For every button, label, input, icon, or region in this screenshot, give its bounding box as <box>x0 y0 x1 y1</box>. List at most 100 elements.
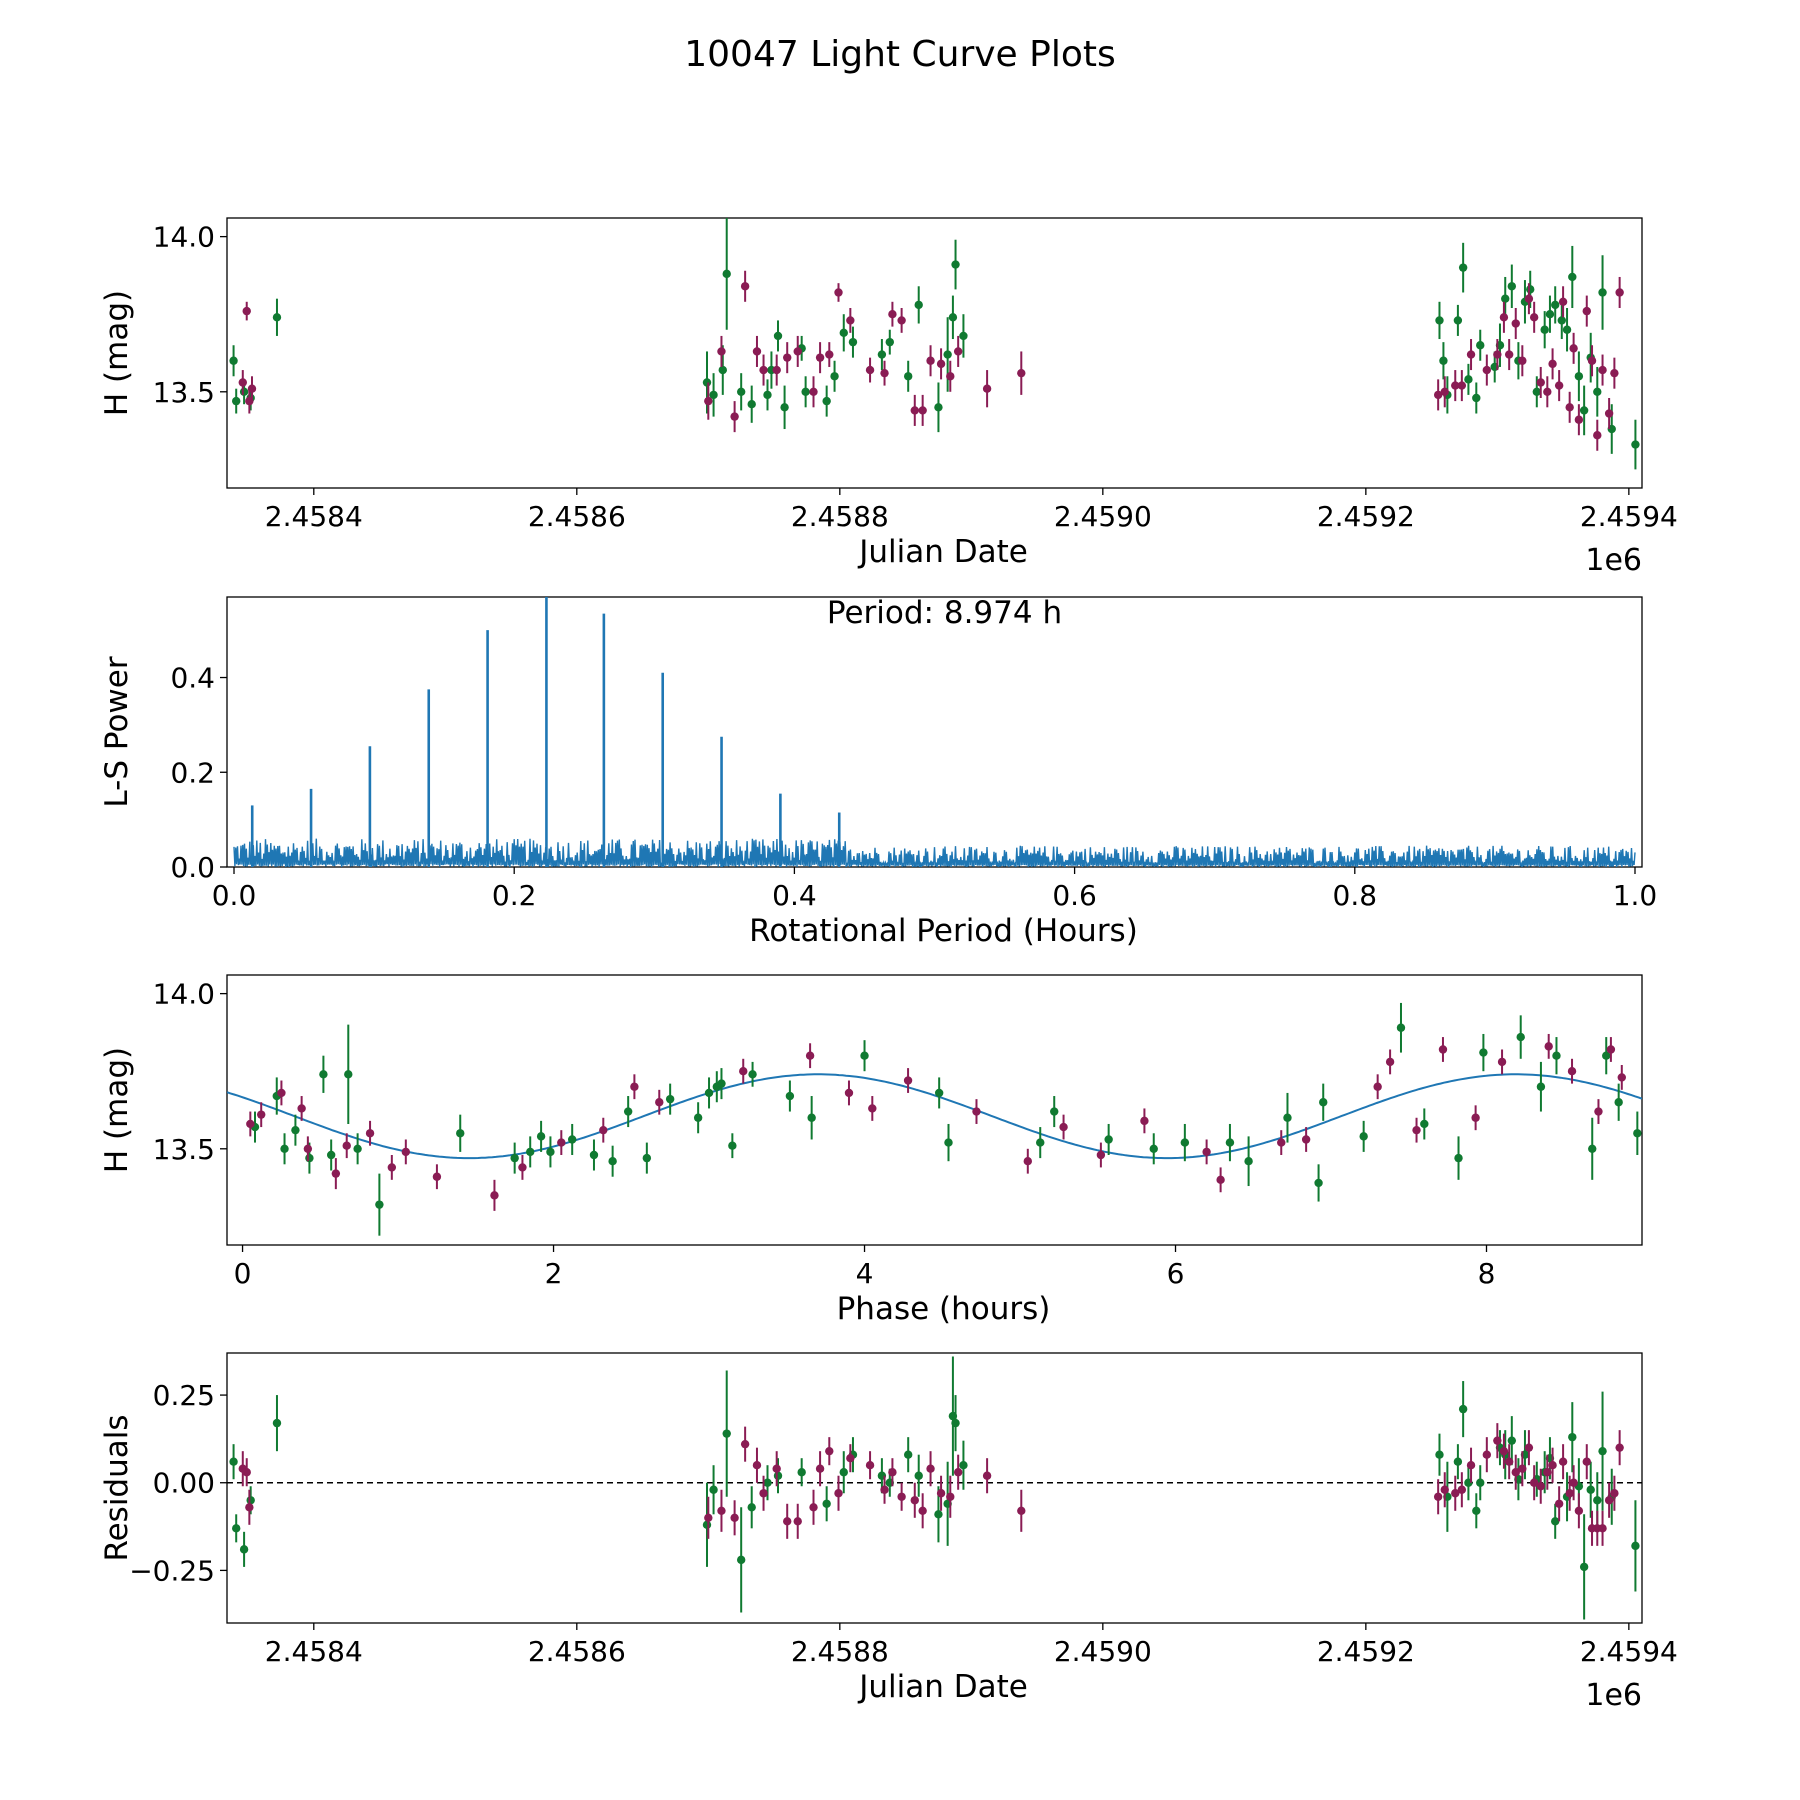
data-marker <box>910 1496 919 1505</box>
data-marker <box>730 412 739 421</box>
data-marker <box>953 347 963 356</box>
data-marker <box>1507 1436 1517 1445</box>
y-tick-label: 14.0 <box>153 221 215 254</box>
maroon-point <box>1499 301 1509 333</box>
data-marker <box>736 1555 746 1565</box>
data-marker <box>1017 368 1026 378</box>
maroon-point <box>1017 351 1026 395</box>
maroon-point <box>1543 1454 1552 1490</box>
data-marker <box>1554 381 1564 390</box>
maroon-point <box>809 1489 818 1525</box>
data-marker <box>1532 387 1541 396</box>
maroon-point <box>1433 379 1443 411</box>
green-point <box>736 373 746 411</box>
x-tick-label: 4 <box>856 1257 874 1290</box>
x-tick-label: 2.4592 <box>1317 1635 1415 1668</box>
maroon-point <box>1606 1037 1616 1062</box>
data-marker <box>807 1113 816 1122</box>
x-tick-label: 2.4590 <box>1054 1635 1152 1668</box>
data-marker <box>1457 381 1467 390</box>
data-marker <box>1385 1057 1395 1067</box>
y-tick-label: 0.0 <box>170 851 215 884</box>
green-point <box>704 1077 714 1109</box>
data-marker <box>232 1524 241 1533</box>
green-point <box>934 382 943 433</box>
maroon-point <box>897 308 906 333</box>
green-point <box>1507 264 1517 308</box>
x-tick-label: 0 <box>234 1257 252 1290</box>
data-marker <box>1579 406 1589 415</box>
x-tick-label: 0.8 <box>1333 879 1378 912</box>
data-marker <box>1548 1461 1557 1470</box>
data-marker <box>704 396 713 406</box>
green-point <box>1225 1123 1235 1162</box>
data-marker <box>1574 372 1584 381</box>
data-marker <box>728 1141 737 1150</box>
green-point <box>1458 1381 1468 1438</box>
data-marker <box>844 1088 854 1098</box>
data-marker <box>1569 344 1578 353</box>
data-marker <box>934 403 943 412</box>
green-point <box>822 385 831 417</box>
data-marker <box>630 1082 639 1091</box>
data-marker <box>1507 282 1517 291</box>
lightcurve-y-axis-label: H (mag) <box>99 290 135 416</box>
maroon-point <box>557 1130 566 1155</box>
data-marker <box>936 1489 946 1498</box>
maroon-point <box>1471 1105 1480 1131</box>
data-marker <box>809 1503 818 1512</box>
maroon-point <box>1216 1167 1225 1193</box>
x-tick-label: 0.4 <box>772 879 817 912</box>
data-marker <box>546 1147 555 1157</box>
green-point <box>780 385 789 430</box>
maroon-point <box>303 1136 313 1162</box>
data-marker <box>655 1098 664 1107</box>
data-marker <box>739 1067 748 1076</box>
data-marker <box>717 1079 726 1088</box>
x-tick-label: 2.4586 <box>528 1635 626 1668</box>
x-tick-label: 6 <box>1167 1257 1185 1290</box>
phased-panel: 0 2 4 6 8 13.5 14.0 Phase (hours) H (mag) <box>99 974 1643 1327</box>
maroon-point <box>1617 1065 1626 1090</box>
data-marker <box>1504 1457 1514 1466</box>
maroon-point <box>846 1444 855 1473</box>
data-marker <box>297 1104 306 1113</box>
maroon-point <box>1518 1451 1527 1487</box>
green-point <box>807 1096 816 1140</box>
green-point <box>1551 286 1560 324</box>
data-marker <box>972 1107 981 1116</box>
green-point <box>944 1123 953 1162</box>
x-tick-label: 0.6 <box>1052 879 1097 912</box>
maroon-point <box>759 354 768 386</box>
data-marker <box>1536 1082 1546 1091</box>
data-marker <box>934 1088 944 1098</box>
green-point <box>1552 1037 1561 1075</box>
maroon-point <box>815 1451 825 1487</box>
green-point <box>839 1451 848 1494</box>
green-point <box>860 1040 869 1072</box>
data-marker <box>1359 1132 1368 1141</box>
maroon-point <box>1373 1074 1382 1100</box>
data-marker <box>982 384 992 393</box>
data-marker <box>747 400 756 409</box>
green-point <box>1476 1465 1485 1501</box>
data-marker <box>946 1492 955 1501</box>
maroon-point <box>490 1179 499 1211</box>
maroon-point <box>1482 354 1492 386</box>
data-marker <box>780 403 789 412</box>
lightcurve-panel: 2.4584 2.4586 2.4588 2.4590 2.4592 2.4594 13.5… <box>99 217 1678 578</box>
x-offset-label: 1e6 <box>1585 1678 1642 1713</box>
residuals-y-axis-label: Residuals <box>99 1414 135 1561</box>
x-offset-label: 1e6 <box>1585 543 1642 578</box>
maroon-point <box>1504 339 1514 371</box>
data-marker <box>1615 1443 1624 1452</box>
data-marker <box>1543 1468 1552 1477</box>
data-marker <box>456 1129 465 1138</box>
maroon-point <box>910 394 919 426</box>
data-marker <box>959 1461 968 1470</box>
data-marker <box>1497 1057 1507 1067</box>
data-marker <box>1472 393 1481 403</box>
data-marker <box>1582 306 1591 316</box>
data-marker <box>1476 1478 1485 1487</box>
phased-y-axis-label: H (mag) <box>99 1047 135 1173</box>
